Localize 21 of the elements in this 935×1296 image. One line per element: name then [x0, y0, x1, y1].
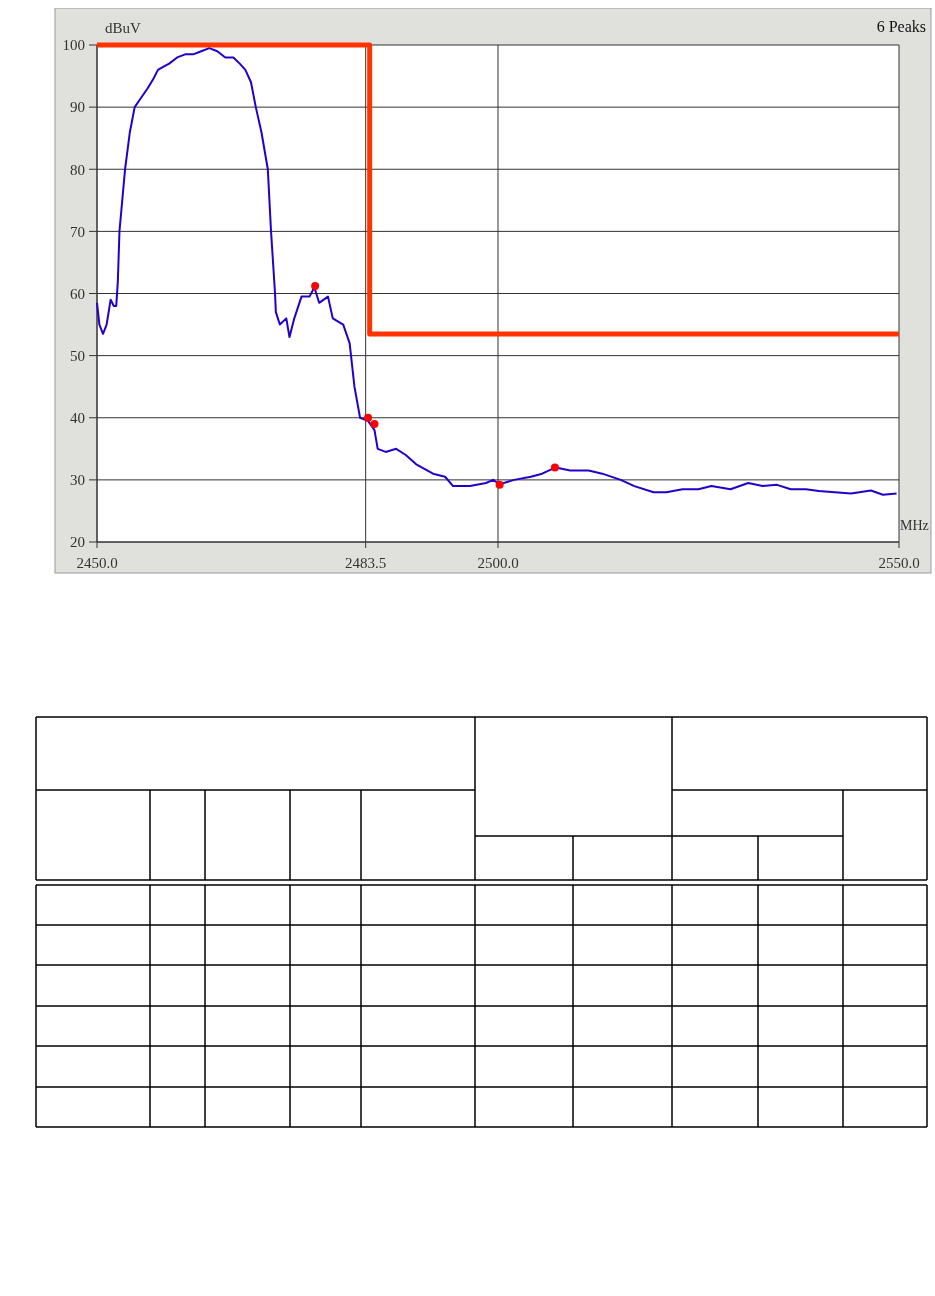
x-axis-title: MHz	[900, 518, 929, 533]
y-tick-label: 50	[70, 347, 85, 364]
point	[364, 413, 373, 422]
y-tick-label: 20	[70, 534, 85, 551]
point	[495, 480, 504, 489]
y-tick-label: 70	[70, 223, 85, 240]
x-tick-label: 2500.0	[477, 555, 519, 571]
x-tick-label: 2450.0	[76, 555, 118, 571]
point	[550, 463, 559, 472]
y-tick-label: 80	[70, 161, 85, 178]
y-tick-label: 40	[70, 410, 85, 426]
text: 6 Peaks	[876, 18, 926, 35]
y-axis-title: dBuV	[105, 20, 141, 36]
y-tick-label: 100	[62, 37, 85, 54]
x-tick-label: 2483.5	[345, 555, 387, 571]
y-tick-label: 30	[70, 472, 85, 489]
point	[311, 282, 320, 291]
y-tick-label: 90	[70, 99, 85, 116]
point	[370, 419, 379, 428]
x-tick-label: 2550.0	[878, 555, 920, 571]
y-tick-label: 60	[70, 285, 85, 302]
